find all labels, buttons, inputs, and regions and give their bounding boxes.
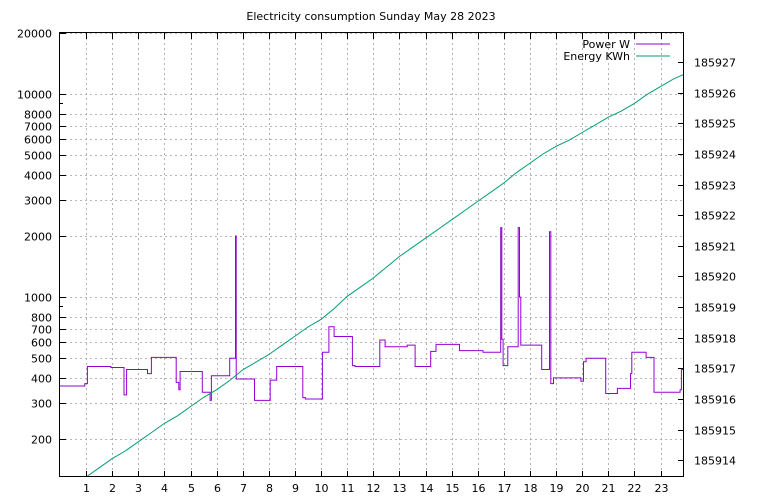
x-tick-label: 6 (214, 482, 221, 495)
legend-label: Power W (582, 38, 630, 51)
y-tick-label: 5000 (24, 150, 52, 163)
x-tick-label: 19 (550, 482, 564, 495)
x-tick-label: 4 (161, 482, 168, 495)
y2-tick-label: 185914 (694, 455, 736, 468)
y2-tick-label: 185919 (694, 302, 736, 315)
x-tick-label: 10 (315, 482, 329, 495)
x-tick-label: 20 (576, 482, 590, 495)
y2-tick-label: 185927 (694, 57, 736, 70)
y-tick-label: 7000 (24, 121, 52, 134)
x-axis-ticks: 1 2 3 4 5 6 7 8 9 10 11 12 13 14 15 16 17 18 19 20 21 22 23 (83, 33, 669, 495)
x-tick-label: 3 (135, 482, 142, 495)
y-tick-label: 200 (31, 434, 52, 447)
chart-title: Electricity consumption Sunday May 28 20… (246, 10, 495, 23)
y2-tick-label: 185915 (694, 425, 736, 438)
x-tick-label: 9 (292, 482, 299, 495)
y2-tick-label: 185920 (694, 271, 736, 284)
y2-tick-label: 185923 (694, 180, 736, 193)
x-tick-label: 16 (472, 482, 486, 495)
y2-tick-label: 185926 (694, 88, 736, 101)
y-tick-label: 3000 (24, 195, 52, 208)
gridlines (60, 33, 684, 477)
y-tick-label: 500 (31, 353, 52, 366)
x-tick-label: 17 (498, 482, 512, 495)
y-tick-label: 600 (31, 337, 52, 350)
x-tick-label: 12 (367, 482, 381, 495)
series-line-power-w (60, 227, 684, 401)
y-tick-label: 1000 (24, 292, 52, 305)
x-tick-label: 11 (341, 482, 355, 495)
y-tick-label: 4000 (24, 170, 52, 183)
y-tick-label: 10000 (17, 89, 52, 102)
y2-tick-label: 185921 (694, 241, 736, 254)
x-tick-label: 8 (266, 482, 273, 495)
x-tick-label: 18 (524, 482, 538, 495)
y2-tick-label: 185925 (694, 118, 736, 131)
series-group (60, 73, 685, 478)
series-line-energy-kwh (85, 73, 685, 478)
x-tick-label: 5 (188, 482, 195, 495)
y2-axis-ticks: 185914 185915 185916 185917 185918 185919 1859… (678, 57, 736, 468)
x-tick-label: 21 (602, 482, 616, 495)
y2-tick-label: 185916 (694, 394, 736, 407)
x-tick-label: 1 (83, 482, 90, 495)
x-tick-label: 15 (446, 482, 460, 495)
y-tick-label: 300 (31, 398, 52, 411)
y-tick-label: 2000 (24, 231, 52, 244)
x-tick-label: 13 (393, 482, 407, 495)
x-tick-label: 14 (420, 482, 434, 495)
y-tick-label: 800 (31, 312, 52, 325)
x-tick-label: 2 (109, 482, 116, 495)
y2-tick-label: 185924 (694, 149, 736, 162)
y-tick-label: 400 (31, 373, 52, 386)
y-tick-label: 700 (31, 324, 52, 337)
y-tick-label: 20000 (17, 28, 52, 41)
y2-tick-label: 185917 (694, 363, 736, 376)
y-tick-label: 8000 (24, 109, 52, 122)
y2-tick-label: 185918 (694, 333, 736, 346)
x-tick-label: 23 (655, 482, 669, 495)
legend-label: Energy KWh (563, 50, 630, 63)
x-tick-label: 7 (240, 482, 247, 495)
x-tick-label: 22 (628, 482, 642, 495)
y-tick-label: 6000 (24, 134, 52, 147)
y2-tick-label: 185922 (694, 210, 736, 223)
plot-frame (59, 32, 684, 477)
